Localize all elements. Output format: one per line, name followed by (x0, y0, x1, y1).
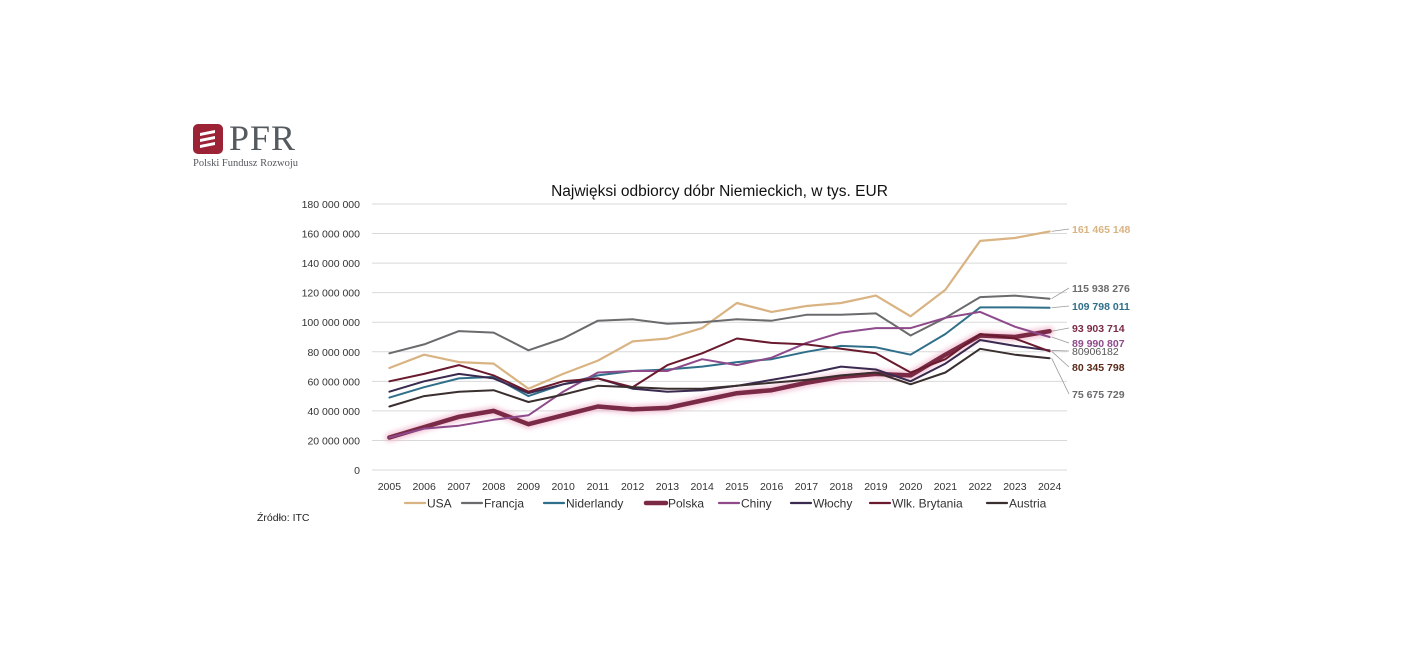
x-tick-label: 2017 (795, 481, 819, 493)
end-label: 80 345 798 (1072, 362, 1125, 374)
y-tick-label: 20 000 000 (307, 435, 360, 447)
end-label: 89 990 807 (1072, 338, 1125, 350)
series-line-francja (388, 294, 1051, 355)
y-tick-label: 100 000 000 (302, 317, 361, 329)
end-label-leader (1051, 350, 1070, 352)
x-tick-label: 2019 (864, 481, 888, 493)
x-tick-label: 2014 (690, 481, 714, 493)
end-label-leader (1051, 357, 1070, 395)
x-tick-label: 2011 (587, 481, 610, 493)
pfr-logo-mark-icon (193, 124, 223, 154)
legend-label: Chiny (741, 497, 772, 511)
legend-label: Włochy (813, 497, 852, 511)
x-tick-label: 2012 (621, 481, 645, 493)
y-tick-label: 80 000 000 (307, 347, 360, 359)
end-label-leader (1051, 228, 1070, 232)
x-tick-label: 2009 (517, 481, 541, 493)
end-label: 115 938 276 (1072, 283, 1130, 295)
end-label: 161 465 148 (1072, 224, 1131, 236)
x-tick-label: 2005 (378, 481, 402, 493)
x-tick-label: 2010 (551, 481, 575, 493)
end-label-leader (1051, 287, 1070, 300)
source-note: Źródło: ITC (257, 512, 310, 524)
x-tick-label: 2023 (1003, 481, 1027, 493)
chart-title: Najwięksi odbiorcy dóbr Niemieckich, w t… (551, 183, 888, 200)
legend-label: Austria (1009, 497, 1047, 511)
y-tick-label: 60 000 000 (307, 376, 360, 388)
brand-subtitle: Polski Fundusz Rozwoju (193, 158, 299, 169)
series-line-polska (387, 328, 1052, 440)
x-tick-label: 2022 (968, 481, 992, 493)
y-tick-label: 40 000 000 (307, 406, 360, 418)
end-label: 93 903 714 (1072, 323, 1125, 335)
brand-name: PFR (229, 118, 297, 158)
x-tick-label: 2024 (1038, 481, 1062, 493)
pfr-logo: PFR Polski Fundusz Rozwoju (193, 118, 353, 174)
x-tick-label: 2008 (482, 481, 506, 493)
legend-label: Francja (484, 497, 524, 511)
x-tick-label: 2015 (725, 481, 749, 493)
x-tick-label: 2020 (899, 481, 923, 493)
legend-label: Polska (668, 497, 704, 511)
end-label-leader (1051, 350, 1070, 368)
legend-label: Wlk. Brytania (892, 497, 963, 511)
x-tick-label: 2018 (829, 481, 853, 493)
x-tick-label: 2007 (447, 481, 471, 493)
end-label-leader (1051, 327, 1070, 332)
end-label-leader (1051, 305, 1070, 309)
legend-label: Niderlandy (566, 497, 623, 511)
x-tick-label: 2016 (760, 481, 784, 493)
series-line-austria (388, 347, 1051, 408)
y-tick-label: 160 000 000 (302, 229, 361, 241)
end-label-leader (1051, 336, 1070, 344)
series-line-usa (388, 230, 1051, 390)
x-tick-label: 2006 (412, 481, 436, 493)
x-tick-label: 2013 (656, 481, 680, 493)
y-tick-label: 120 000 000 (302, 288, 361, 300)
end-label: 80906182 (1072, 346, 1119, 358)
y-tick-label: 180 000 000 (302, 199, 361, 211)
y-tick-label: 140 000 000 (302, 258, 361, 270)
end-label: 109 798 011 (1072, 301, 1130, 313)
end-label: 75 675 729 (1072, 389, 1125, 401)
series-line-wlk-brytania (388, 333, 1051, 393)
y-tick-label: 0 (354, 465, 360, 477)
legend-label: USA (427, 497, 452, 511)
x-tick-label: 2021 (934, 481, 958, 493)
series-line-chiny (388, 310, 1051, 439)
